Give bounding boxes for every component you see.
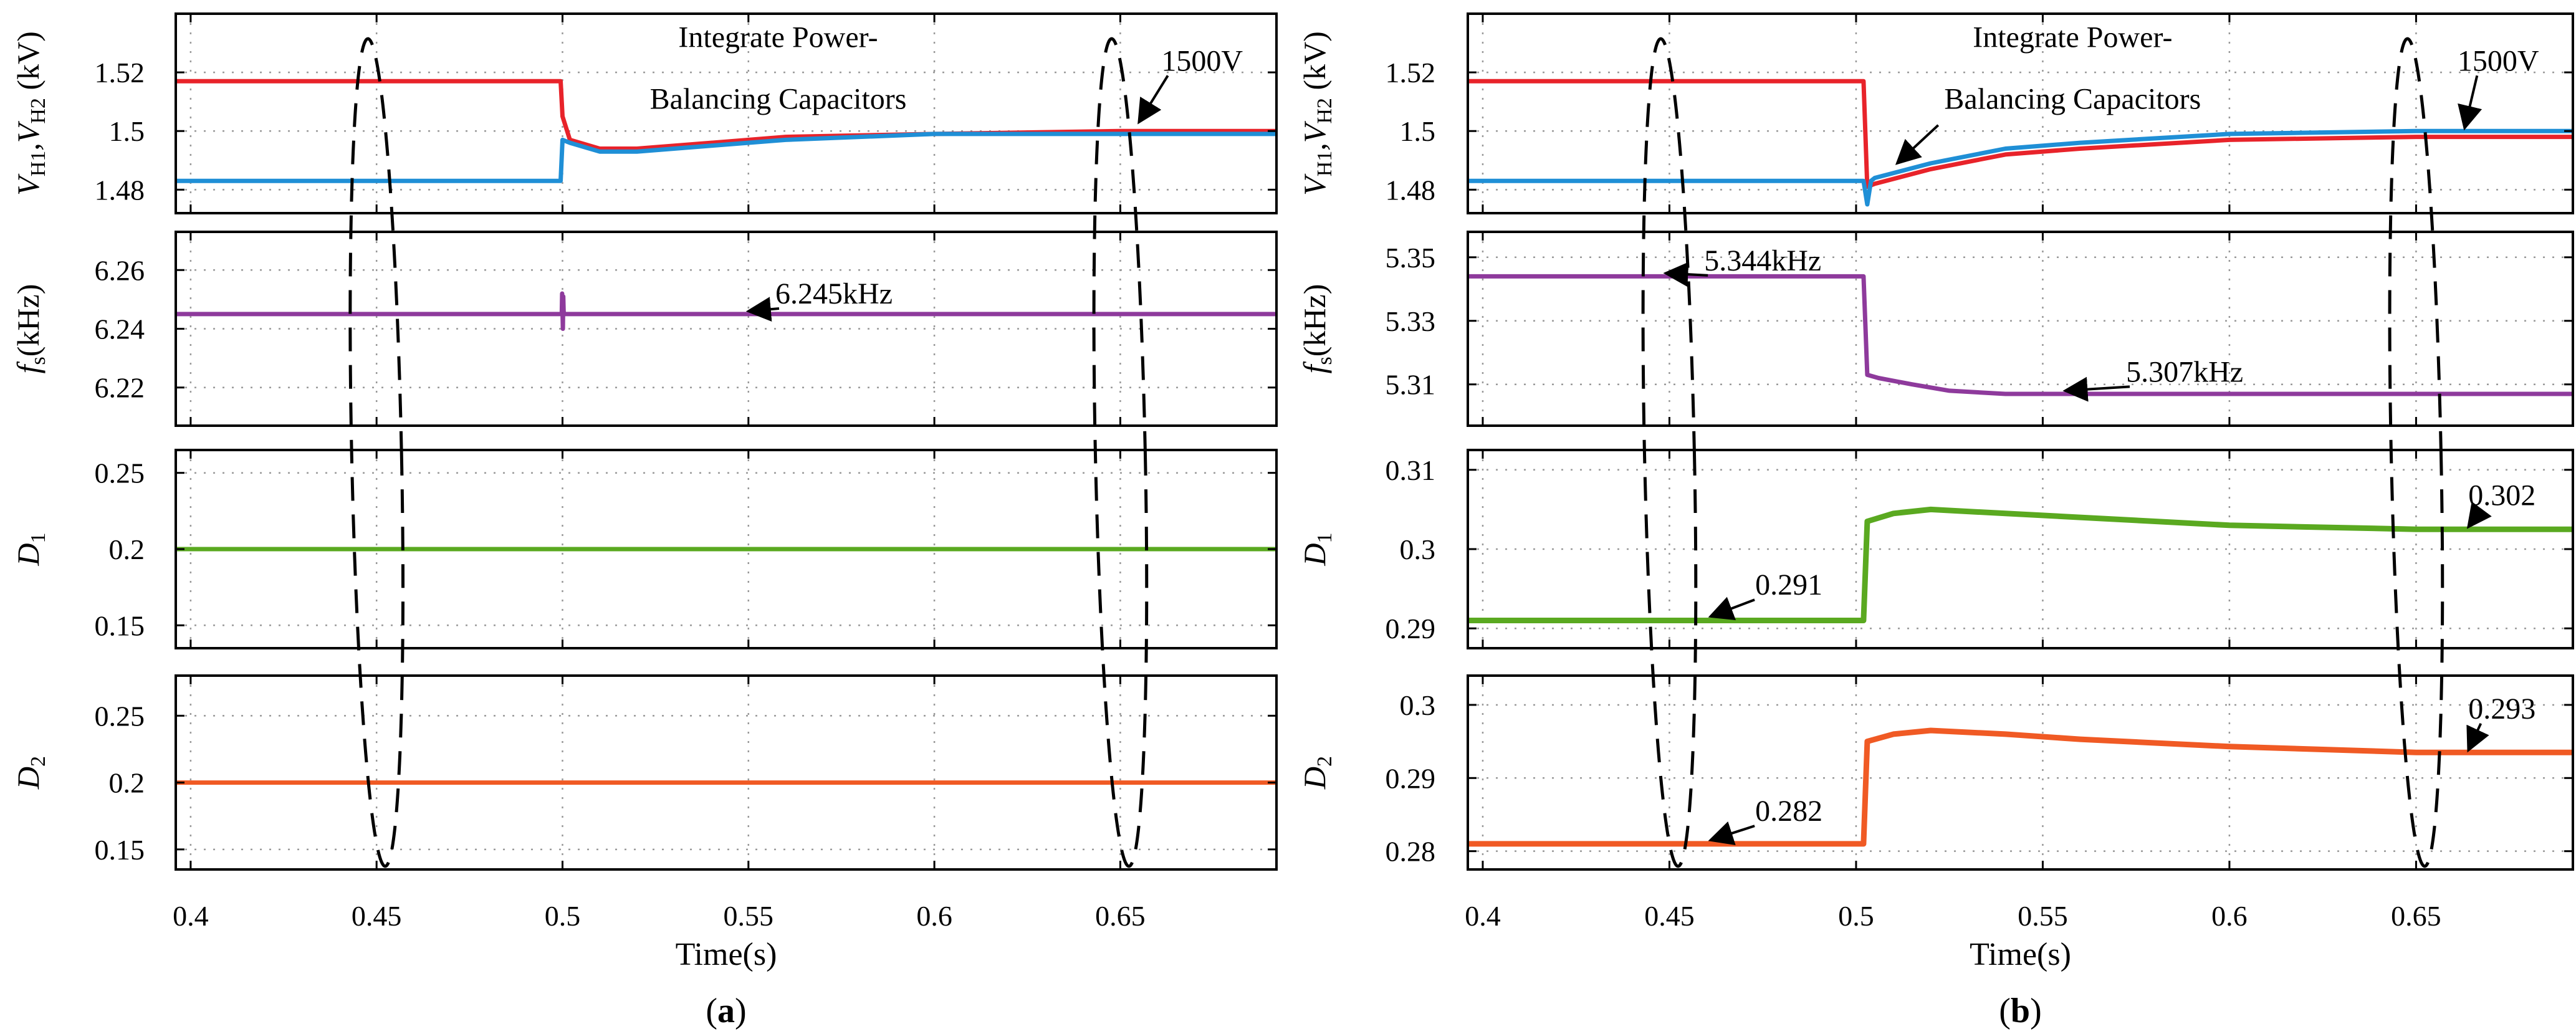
panel-b-2: 5.31 5.33 5.35 fs(kHz) 5.344kHz 5.307kHz bbox=[1297, 231, 2574, 427]
highlight-ellipse bbox=[348, 37, 405, 868]
y-axis-label: D2 bbox=[11, 756, 50, 790]
series-line-D1 bbox=[1468, 506, 2573, 623]
panel-frame bbox=[175, 12, 1278, 214]
annotation-arrow bbox=[1663, 262, 1708, 287]
chart-b: 1.48 1.5 1.52 VH1,VH2 (kV) Integrate Power- B… bbox=[1297, 12, 2574, 1030]
annotation-label: 6.245kHz bbox=[775, 277, 893, 310]
chart-a: 1.48 1.5 1.52 VH1,VH2 (kV) Integrate Power- B… bbox=[11, 12, 1278, 1030]
y-tick-label: 1.5 bbox=[109, 115, 145, 147]
annotation-label: 1500V bbox=[2458, 44, 2539, 77]
subfigure-label: (a) bbox=[706, 992, 746, 1030]
annotation-arrow bbox=[1708, 596, 1755, 621]
annotation-arrow bbox=[2062, 376, 2130, 402]
annotation-label: 0.282 bbox=[1755, 795, 1822, 828]
annotation-arrow bbox=[1137, 75, 1169, 125]
y-tick-label: 6.26 bbox=[95, 254, 145, 286]
y-tick-label: 0.28 bbox=[1386, 836, 1436, 868]
x-tick-label: 0.5 bbox=[1838, 900, 1874, 932]
annotation-label: 5.307kHz bbox=[2126, 355, 2243, 388]
panel-frame bbox=[1467, 674, 2574, 871]
highlight-ellipse bbox=[1641, 37, 1698, 868]
x-tick-label: 0.55 bbox=[724, 900, 774, 932]
x-tick-label: 0.6 bbox=[2211, 900, 2248, 932]
x-axis-label: Time(s) bbox=[1970, 937, 2071, 972]
y-tick-label: 0.15 bbox=[95, 610, 145, 641]
highlight-ellipse bbox=[1092, 37, 1149, 868]
panel-b-4: 0.28 0.29 0.3 D2 0.282 0.293 bbox=[1297, 674, 2574, 871]
y-tick-label: 0.25 bbox=[95, 700, 145, 732]
y-axis-label: D1 bbox=[1297, 532, 1336, 566]
annotation-arrow bbox=[1895, 124, 1940, 165]
y-tick-label: 5.31 bbox=[1386, 369, 1436, 401]
x-tick-label: 0.55 bbox=[2018, 900, 2068, 932]
y-tick-label: 1.5 bbox=[1400, 115, 1436, 147]
y-tick-label: 6.24 bbox=[95, 314, 145, 345]
annotation-label: 0.293 bbox=[2468, 692, 2535, 725]
series-line-VH2 bbox=[1468, 128, 2573, 207]
y-axis-label: D2 bbox=[1297, 756, 1336, 790]
series-line-D2 bbox=[1468, 727, 2573, 847]
y-axis-label: D1 bbox=[11, 532, 50, 566]
y-tick-label: 0.31 bbox=[1386, 454, 1436, 486]
x-tick-label: 0.6 bbox=[916, 900, 952, 932]
y-axis-label: VH1,VH2 (kV) bbox=[11, 31, 50, 196]
y-axis-label: fs(kHz) bbox=[1297, 284, 1336, 374]
y-tick-label: 1.52 bbox=[95, 57, 145, 89]
y-tick-label: 1.48 bbox=[95, 174, 145, 206]
y-tick-label: 5.35 bbox=[1386, 242, 1436, 274]
panel-frame bbox=[175, 674, 1278, 871]
annotation-label: Balancing Capacitors bbox=[650, 82, 907, 115]
annotation-arrow bbox=[1708, 821, 1755, 845]
y-tick-label: 0.29 bbox=[1386, 762, 1436, 794]
panel-frame bbox=[1467, 231, 2574, 427]
y-tick-label: 0.25 bbox=[95, 457, 145, 489]
annotation-label: 1500V bbox=[1161, 44, 1243, 77]
y-tick-label: 0.15 bbox=[95, 834, 145, 866]
x-tick-label: 0.45 bbox=[352, 900, 402, 932]
annotation-label: 0.302 bbox=[2468, 479, 2535, 512]
y-tick-label: 1.48 bbox=[1386, 174, 1436, 206]
panel-b-3: 0.29 0.3 0.31 D1 0.291 0.302 bbox=[1297, 449, 2574, 649]
annotation-label: 5.344kHz bbox=[1704, 244, 1821, 277]
panel-b-1: 1.48 1.5 1.52 VH1,VH2 (kV) Integrate Power- B… bbox=[1297, 12, 2574, 214]
y-axis-label: fs(kHz) bbox=[11, 284, 50, 374]
y-axis-label: VH1,VH2 (kV) bbox=[1297, 31, 1336, 196]
x-tick-label: 0.4 bbox=[173, 900, 209, 932]
x-tick-label: 0.65 bbox=[2391, 900, 2441, 932]
y-tick-label: 0.2 bbox=[109, 767, 145, 799]
annotation-label: Integrate Power- bbox=[1973, 21, 2172, 54]
panel-frame bbox=[1467, 12, 2574, 214]
y-tick-label: 1.52 bbox=[1386, 57, 1436, 89]
series-line-VH1 bbox=[1468, 79, 2573, 189]
series-line-fs bbox=[1468, 274, 2573, 396]
annotation-label: Balancing Capacitors bbox=[1944, 82, 2201, 115]
annotation-label: 0.291 bbox=[1755, 568, 1822, 601]
x-axis-label: Time(s) bbox=[676, 937, 777, 972]
y-tick-label: 0.29 bbox=[1386, 613, 1436, 644]
series-line-fs bbox=[176, 291, 1276, 331]
subfigure-label: (b) bbox=[1999, 992, 2041, 1030]
y-tick-label: 0.2 bbox=[109, 534, 145, 565]
annotation-arrow bbox=[745, 297, 780, 322]
panel-a-1: 1.48 1.5 1.52 VH1,VH2 (kV) Integrate Power- B… bbox=[11, 12, 1278, 214]
panel-a-2: 6.22 6.24 6.26 fs(kHz) 6.245kHz bbox=[11, 231, 1278, 427]
x-tick-label: 0.5 bbox=[545, 900, 581, 932]
highlight-ellipse bbox=[2388, 37, 2444, 868]
panel-a-4: 0.15 0.2 0.25 D2 bbox=[11, 674, 1278, 871]
annotation-label: Integrate Power- bbox=[678, 21, 878, 54]
annotation-arrow bbox=[2466, 501, 2492, 529]
x-tick-label: 0.4 bbox=[1465, 900, 1501, 932]
x-tick-label: 0.45 bbox=[1644, 900, 1695, 932]
series-line-VH2 bbox=[176, 132, 1276, 183]
x-tick-label: 0.65 bbox=[1095, 900, 1146, 932]
y-tick-label: 6.22 bbox=[95, 372, 145, 404]
y-tick-label: 0.3 bbox=[1400, 689, 1436, 721]
annotation-arrow bbox=[2458, 75, 2483, 131]
panel-a-3: 0.15 0.2 0.25 D1 bbox=[11, 449, 1278, 649]
y-tick-label: 0.3 bbox=[1400, 534, 1436, 565]
y-tick-label: 5.33 bbox=[1386, 305, 1436, 337]
annotation-arrow bbox=[2466, 722, 2489, 753]
